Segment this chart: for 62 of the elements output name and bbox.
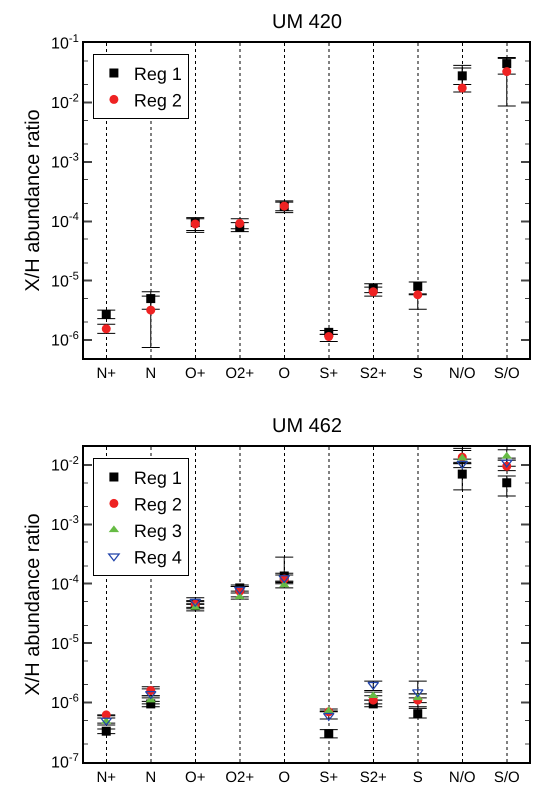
point: [235, 218, 244, 228]
x-tick-label: S2+: [360, 769, 388, 786]
x-tick-label: O+: [185, 365, 206, 382]
point: [502, 478, 512, 488]
point: [102, 310, 111, 319]
y-tick-label: 10$^{-6}$: [51, 692, 79, 712]
point: [502, 59, 512, 68]
x-tick-label: N+: [96, 769, 116, 786]
x-tick-label: O2+: [225, 365, 254, 382]
chart-title: UM 462: [272, 415, 342, 437]
point: [324, 729, 334, 738]
x-tick-label: O: [278, 769, 290, 786]
y-tick-label: 10$^{-3}$: [51, 514, 79, 534]
legend-label: Reg 4: [134, 547, 182, 568]
y-tick-label: 10$^{-4}$: [51, 211, 79, 231]
x-tick-label: O2+: [225, 769, 254, 786]
point: [102, 726, 111, 736]
legend-label: Reg 2: [134, 90, 182, 110]
x-tick-label: N: [145, 769, 156, 786]
x-tick-label: N+: [96, 365, 116, 382]
y-tick-label: 10$^{-6}$: [51, 330, 79, 350]
x-tick-label: S+: [319, 365, 338, 382]
x-tick-label: S: [412, 769, 423, 786]
point: [458, 470, 467, 479]
x-tick-label: S+: [319, 769, 338, 786]
legend-label: Reg 3: [134, 520, 182, 541]
y-tick-label: 10$^{-5}$: [51, 270, 79, 290]
y-tick-label: 10$^{-2}$: [51, 454, 79, 474]
legend-label: Reg 1: [134, 468, 182, 488]
point: [413, 290, 422, 300]
x-tick-label: S: [412, 365, 423, 382]
x-tick-label: N/O: [448, 769, 476, 786]
point: [324, 332, 334, 342]
y-tick-label: 10$^{-7}$: [51, 752, 79, 772]
point: [458, 71, 467, 80]
y-tick-label: 10$^{-2}$: [51, 92, 79, 112]
point: [368, 287, 378, 296]
x-tick-label: S2+: [360, 365, 388, 382]
y-tick-label: 10$^{-1}$: [51, 32, 79, 53]
x-tick-label: O: [278, 365, 290, 382]
point: [413, 709, 422, 718]
point: [144, 690, 157, 700]
point: [502, 67, 512, 76]
y-axis-title: X/H abundance ratio: [22, 513, 44, 696]
point: [368, 691, 378, 698]
x-tick-label: N/O: [448, 365, 476, 382]
legend-label: Reg 1: [134, 64, 182, 84]
chart-title: UM 420: [272, 11, 342, 33]
point: [146, 294, 156, 304]
point: [413, 282, 422, 291]
point: [458, 83, 467, 92]
x-tick-label: O+: [185, 769, 206, 786]
x-tick-label: S/O: [494, 365, 520, 382]
x-tick-label: S/O: [494, 769, 520, 786]
y-axis-title: X/H abundance ratio: [22, 109, 44, 292]
legend-label: Reg 2: [134, 494, 182, 514]
y-tick-label: 10$^{-4}$: [51, 574, 79, 594]
x-tick-label: N: [145, 365, 156, 382]
point: [146, 306, 156, 315]
point: [102, 324, 111, 334]
y-tick-label: 10$^{-3}$: [51, 152, 79, 172]
y-tick-label: 10$^{-5}$: [51, 633, 79, 653]
